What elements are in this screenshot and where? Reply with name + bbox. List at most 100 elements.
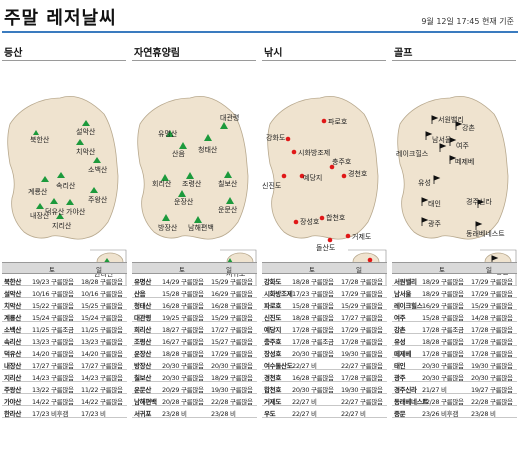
svg-text:신진도: 신진도 xyxy=(262,181,282,190)
svg-text:태인: 태인 xyxy=(428,199,441,208)
table-row: 덕유산 14/20 구름많음 14/20 구름많음 xyxy=(2,346,127,358)
fishing-spot-icon xyxy=(327,237,333,243)
section-fishing: 낚시 강화도 xyxy=(262,36,387,446)
korea-outline xyxy=(137,96,257,286)
svg-text:운장산: 운장산 xyxy=(174,197,194,206)
fishing-spot-icon xyxy=(281,173,287,179)
map-label: 가야산 xyxy=(66,207,86,216)
table-row: 장성호 20/30 구름많음 19/30 구름많음 xyxy=(262,346,387,358)
mountain-icon xyxy=(36,203,44,209)
table-header: 토 일 xyxy=(2,262,127,274)
map-label: 계룡산 xyxy=(28,187,48,196)
section-title: 낚시 xyxy=(264,48,283,59)
table-row: 북한산 19/23 구름많음 18/28 구름많음 xyxy=(2,274,127,286)
tree-icon xyxy=(166,130,174,137)
table-row: 파로호 15/28 구름많음 15/29 구름많음 xyxy=(262,298,387,310)
fishing-spot-icon xyxy=(341,173,347,179)
table-row: 경주신라 21/27 비 19/27 구름많음 xyxy=(392,382,517,394)
fishing-markers xyxy=(281,118,373,263)
table-row: 떼제베 17/28 구름많음 17/28 구름많음 xyxy=(392,346,517,358)
fishing-spot-icon xyxy=(299,173,305,179)
map-labels: 서원밸리 강촌 남서울 레이크힐스 여주 떼제베 유성 태인 경주신라 광주 동… xyxy=(396,115,509,276)
section-hiking: 등산 북한산 xyxy=(2,36,127,446)
section-forest: 자연휴양림 대관령 xyxy=(132,36,257,446)
table-row: 우도 22/27 비 22/27 비 xyxy=(262,406,387,418)
svg-text:서원밸리: 서원밸리 xyxy=(438,115,464,124)
flag-icon xyxy=(439,143,447,152)
table-row: 레이크힐스 16/29 구름많음 15/29 구름많음 xyxy=(392,298,517,310)
fishing-spot-icon xyxy=(329,164,335,170)
table-row: 계룡산 15/24 구름많음 15/24 구름많음 xyxy=(2,310,127,322)
svg-text:예당지: 예당지 xyxy=(303,173,322,182)
tree-icon xyxy=(178,190,186,197)
map-golf: 서원밸리 강촌 남서울 레이크힐스 여주 떼제베 유성 태인 경주신라 광주 동… xyxy=(392,64,517,286)
korea-outline xyxy=(7,96,127,286)
table-row: 중문 23/26 비후갬 23/28 비 xyxy=(392,406,517,418)
tree-icon xyxy=(226,197,234,204)
tree-icon xyxy=(220,122,228,129)
table-row: 대관령 19/25 구름많음 15/29 구름많음 xyxy=(132,310,257,322)
table-header: 토 일 xyxy=(132,262,257,274)
table-row: 소백산 11/25 구름조금 11/25 구름많음 xyxy=(2,322,127,334)
page-title: 주말 레저날씨 xyxy=(4,8,117,29)
map-label: 설악산 xyxy=(76,127,96,136)
svg-text:산음: 산음 xyxy=(172,149,185,158)
svg-text:시화방조제: 시화방조제 xyxy=(298,148,330,157)
fishing-spot-icon xyxy=(293,219,299,225)
svg-text:합천호: 합천호 xyxy=(326,213,346,222)
svg-text:남해편백: 남해편백 xyxy=(188,223,214,232)
section-title: 등산 xyxy=(4,48,23,59)
flag-icon xyxy=(421,197,429,206)
svg-text:떼제베: 떼제베 xyxy=(455,157,474,166)
table-row: 강화도 18/28 구름많음 17/28 구름많음 xyxy=(262,274,387,286)
fishing-spot-icon xyxy=(291,149,297,155)
tree-icon xyxy=(186,172,194,179)
header-divider xyxy=(2,31,518,33)
weather-table: 토 일 북한산 19/23 구름많음 18/28 구름많음 설악산 10/16 구름많… xyxy=(2,262,127,418)
korea-map: 서원밸리 강촌 남서울 레이크힐스 여주 떼제베 유성 태인 경주신라 광주 동… xyxy=(396,96,517,286)
section-divider xyxy=(2,60,126,61)
svg-text:방장산: 방장산 xyxy=(158,223,178,232)
mountain-icon xyxy=(82,120,90,126)
table-row: 조령산 16/27 구름많음 15/27 구름많음 xyxy=(132,334,257,346)
table-row: 지리산 14/23 구름많음 14/23 구름많음 xyxy=(2,370,127,382)
table-row: 서원밸리 18/29 구름많음 17/29 구름많음 xyxy=(392,274,517,286)
mountain-icon xyxy=(90,187,98,193)
weather-table: 토 일 유명산 14/29 구름많음 15/29 구름많음 산음 15/28 구름많음… xyxy=(132,262,257,418)
map-fishing: 강화도 파로호 시화방조제 충주호 신진도 예당지 경천호 장성호 합천호 거제… xyxy=(262,64,387,286)
map-label: 덕유산 xyxy=(45,207,65,216)
flag-icon xyxy=(449,155,457,164)
svg-text:운문산: 운문산 xyxy=(218,205,238,214)
table-row: 유명산 14/29 구름많음 15/29 구름많음 xyxy=(132,274,257,286)
svg-text:레이크힐스: 레이크힐스 xyxy=(396,149,429,158)
svg-text:동래베네스트: 동래베네스트 xyxy=(466,229,505,238)
table-row: 여주 15/28 구름많음 14/28 구름많음 xyxy=(392,310,517,322)
svg-text:경천호: 경천호 xyxy=(348,169,368,178)
update-time: 9월 12일 17:45 현재 기준 xyxy=(421,17,514,26)
section-title: 자연휴양림 xyxy=(134,48,180,59)
map-label: 소백산 xyxy=(88,165,108,174)
svg-text:여주: 여주 xyxy=(456,141,469,150)
map-label: 지리산 xyxy=(52,221,72,230)
mountain-icon xyxy=(33,130,39,135)
korea-map: 북한산 설악산 치악산 소백산 계룡산 속리산 주왕산 덕유산 가야산 내장산 … xyxy=(7,96,127,286)
table-row: 거제도 22/27 비 22/27 구름많음 xyxy=(262,394,387,406)
table-row: 산음 15/28 구름많음 16/29 구름많음 xyxy=(132,286,257,298)
golf-markers xyxy=(421,115,499,264)
korea-outline xyxy=(267,96,387,286)
fishing-spot-icon xyxy=(319,215,325,221)
table-header: 토 일 xyxy=(392,262,517,274)
korea-map: 강화도 파로호 시화방조제 충주호 신진도 예당지 경천호 장성호 합천호 거제… xyxy=(262,96,387,286)
flag-icon xyxy=(431,115,439,124)
header: 주말 레저날씨 9월 12일 17:45 현재 기준 xyxy=(0,0,520,33)
svg-text:강촌: 강촌 xyxy=(462,123,475,132)
flag-icon xyxy=(421,217,429,226)
map-label: 치악산 xyxy=(76,147,96,156)
table-row: 유성 18/28 구름많음 17/28 구름많음 xyxy=(392,334,517,346)
table-row: 속리산 13/23 구름많음 13/23 구름많음 xyxy=(2,334,127,346)
weather-table: 토 일 서원밸리 18/29 구름많음 17/29 구름많음 남서울 18/29 구름… xyxy=(392,262,517,418)
korea-map: 대관령 유명산 산음 청태산 회리산 조령산 칠보산 운장산 운문산 방장산 남… xyxy=(137,96,257,286)
svg-text:대관령: 대관령 xyxy=(220,113,239,122)
flag-icon xyxy=(433,175,441,184)
flag-icon xyxy=(425,131,433,140)
